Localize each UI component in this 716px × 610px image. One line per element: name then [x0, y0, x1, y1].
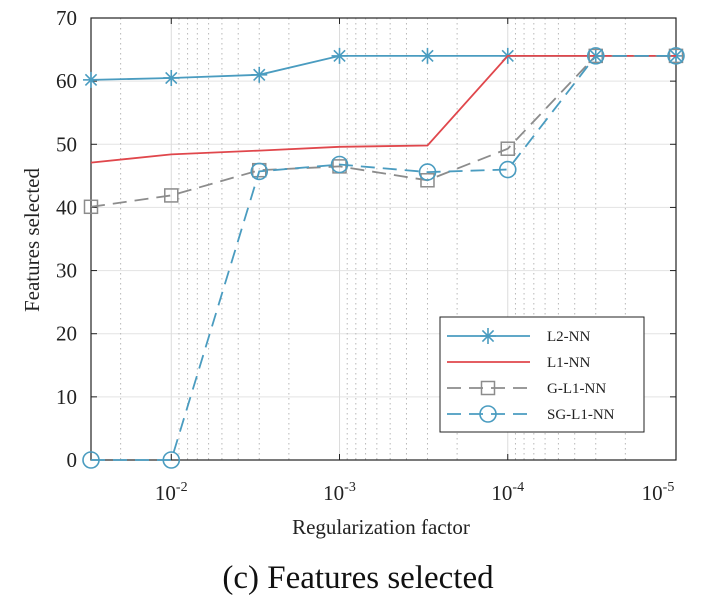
y-tick-label: 60	[56, 69, 77, 93]
legend-marker-g-l1-nn	[480, 380, 496, 396]
data-point-sg-l1-nn	[162, 451, 181, 469]
legend-label-g-l1-nn: G-L1-NN	[547, 381, 606, 397]
data-point-g-l1-nn	[83, 199, 99, 215]
y-tick-label: 0	[67, 448, 78, 472]
data-point-l2-nn	[331, 47, 348, 64]
x-tick-label: 10-5	[642, 480, 675, 505]
data-point-g-l1-nn	[164, 188, 179, 203]
tick-labels: 0 10 20 30 40 50 60 70 10-2 10-3 10-4 10-5	[56, 6, 674, 505]
plot-frame	[90, 17, 677, 461]
grid	[91, 18, 676, 460]
figure-caption: (c) Features selected	[222, 560, 494, 596]
series-lines	[82, 47, 685, 469]
data-point-sg-l1-nn	[330, 155, 349, 174]
legend-marker-sg-l1-nn	[479, 405, 497, 423]
legend-label-l1-nn: L1-NN	[547, 355, 590, 371]
legend: L2-NN L1-NN G-L1-NN SG-L1-NN	[439, 316, 645, 433]
data-point-g-l1-nn	[500, 141, 516, 156]
x-tick-label: 10-4	[491, 480, 524, 505]
data-point-sg-l1-nn	[82, 451, 100, 469]
x-tick-label: 10-2	[155, 480, 188, 505]
series-line-l1-nn	[90, 55, 676, 164]
legend-label-l2-nn: L2-NN	[547, 329, 590, 345]
data-point-sg-l1-nn	[667, 47, 685, 65]
data-point-l2-nn	[163, 69, 180, 86]
axes	[90, 17, 677, 461]
y-axis-label: Features selected	[20, 167, 44, 312]
y-tick-label: 20	[56, 322, 77, 346]
data-point-sg-l1-nn	[498, 160, 517, 179]
y-tick-label: 10	[56, 385, 77, 409]
data-point-sg-l1-nn	[418, 163, 437, 181]
y-tick-label: 70	[56, 6, 77, 30]
y-tick-label: 30	[56, 259, 77, 283]
y-tick-label: 50	[56, 132, 77, 156]
data-point-sg-l1-nn	[250, 162, 269, 181]
legend-label-sg-l1-nn: SG-L1-NN	[547, 407, 615, 423]
data-point-l2-nn	[419, 47, 436, 64]
legend-marker-l2-nn	[480, 328, 496, 344]
data-point-g-l1-nn	[420, 173, 435, 188]
y-tick-label: 40	[56, 195, 77, 219]
features-selected-chart: 0 10 20 30 40 50 60 70 10-2 10-3 10-4 10-5 Regulari…	[20, 6, 685, 539]
series-line-g-l1-nn	[90, 55, 676, 208]
x-axis-label: Regularization factor	[292, 515, 470, 539]
data-point-l2-nn	[83, 71, 99, 88]
data-point-sg-l1-nn	[586, 47, 605, 65]
data-point-l2-nn	[251, 66, 268, 83]
series-line-sg-l1-nn	[91, 55, 676, 461]
x-tick-label: 10-3	[323, 480, 356, 505]
